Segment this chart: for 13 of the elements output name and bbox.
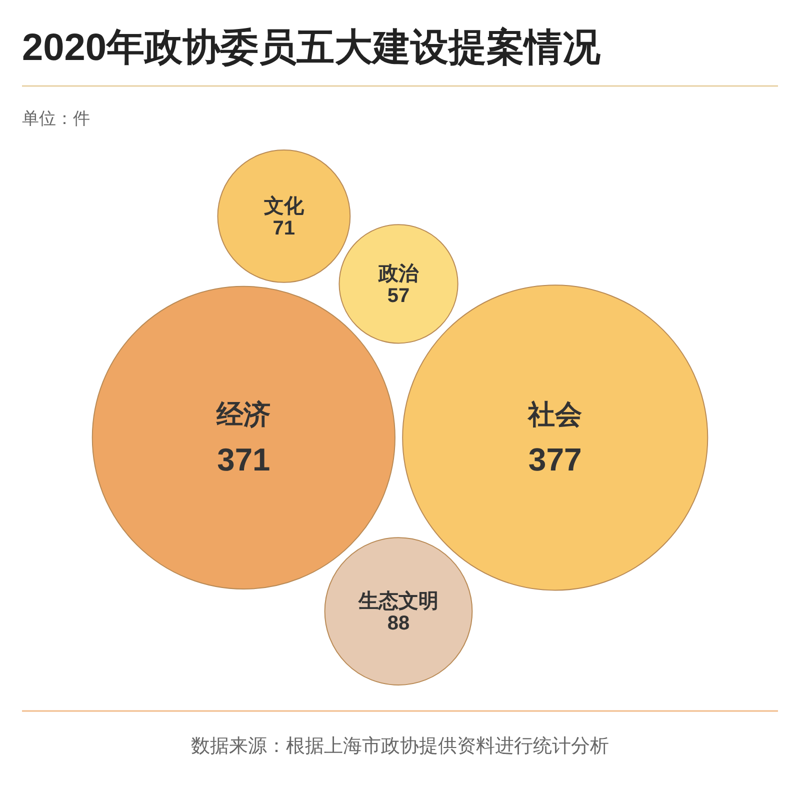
category-label: 文化	[264, 195, 304, 218]
annotation: 数据来源：根据上海市政协提供资料进行统计分析	[191, 736, 609, 757]
category-label: 政治	[378, 263, 419, 286]
value-label: 71	[272, 217, 296, 240]
category-label: 经济	[216, 400, 271, 430]
category-label: 社会	[528, 399, 582, 430]
value-label: 57	[387, 285, 410, 308]
value-label: 371	[217, 442, 270, 478]
category-label: 生态文明	[358, 590, 438, 612]
title: 2020年政协委员五大建设提案情况	[22, 27, 601, 69]
value-label: 377	[528, 442, 582, 478]
value-label: 88	[387, 612, 410, 634]
annotation: 单位：件	[22, 109, 90, 128]
